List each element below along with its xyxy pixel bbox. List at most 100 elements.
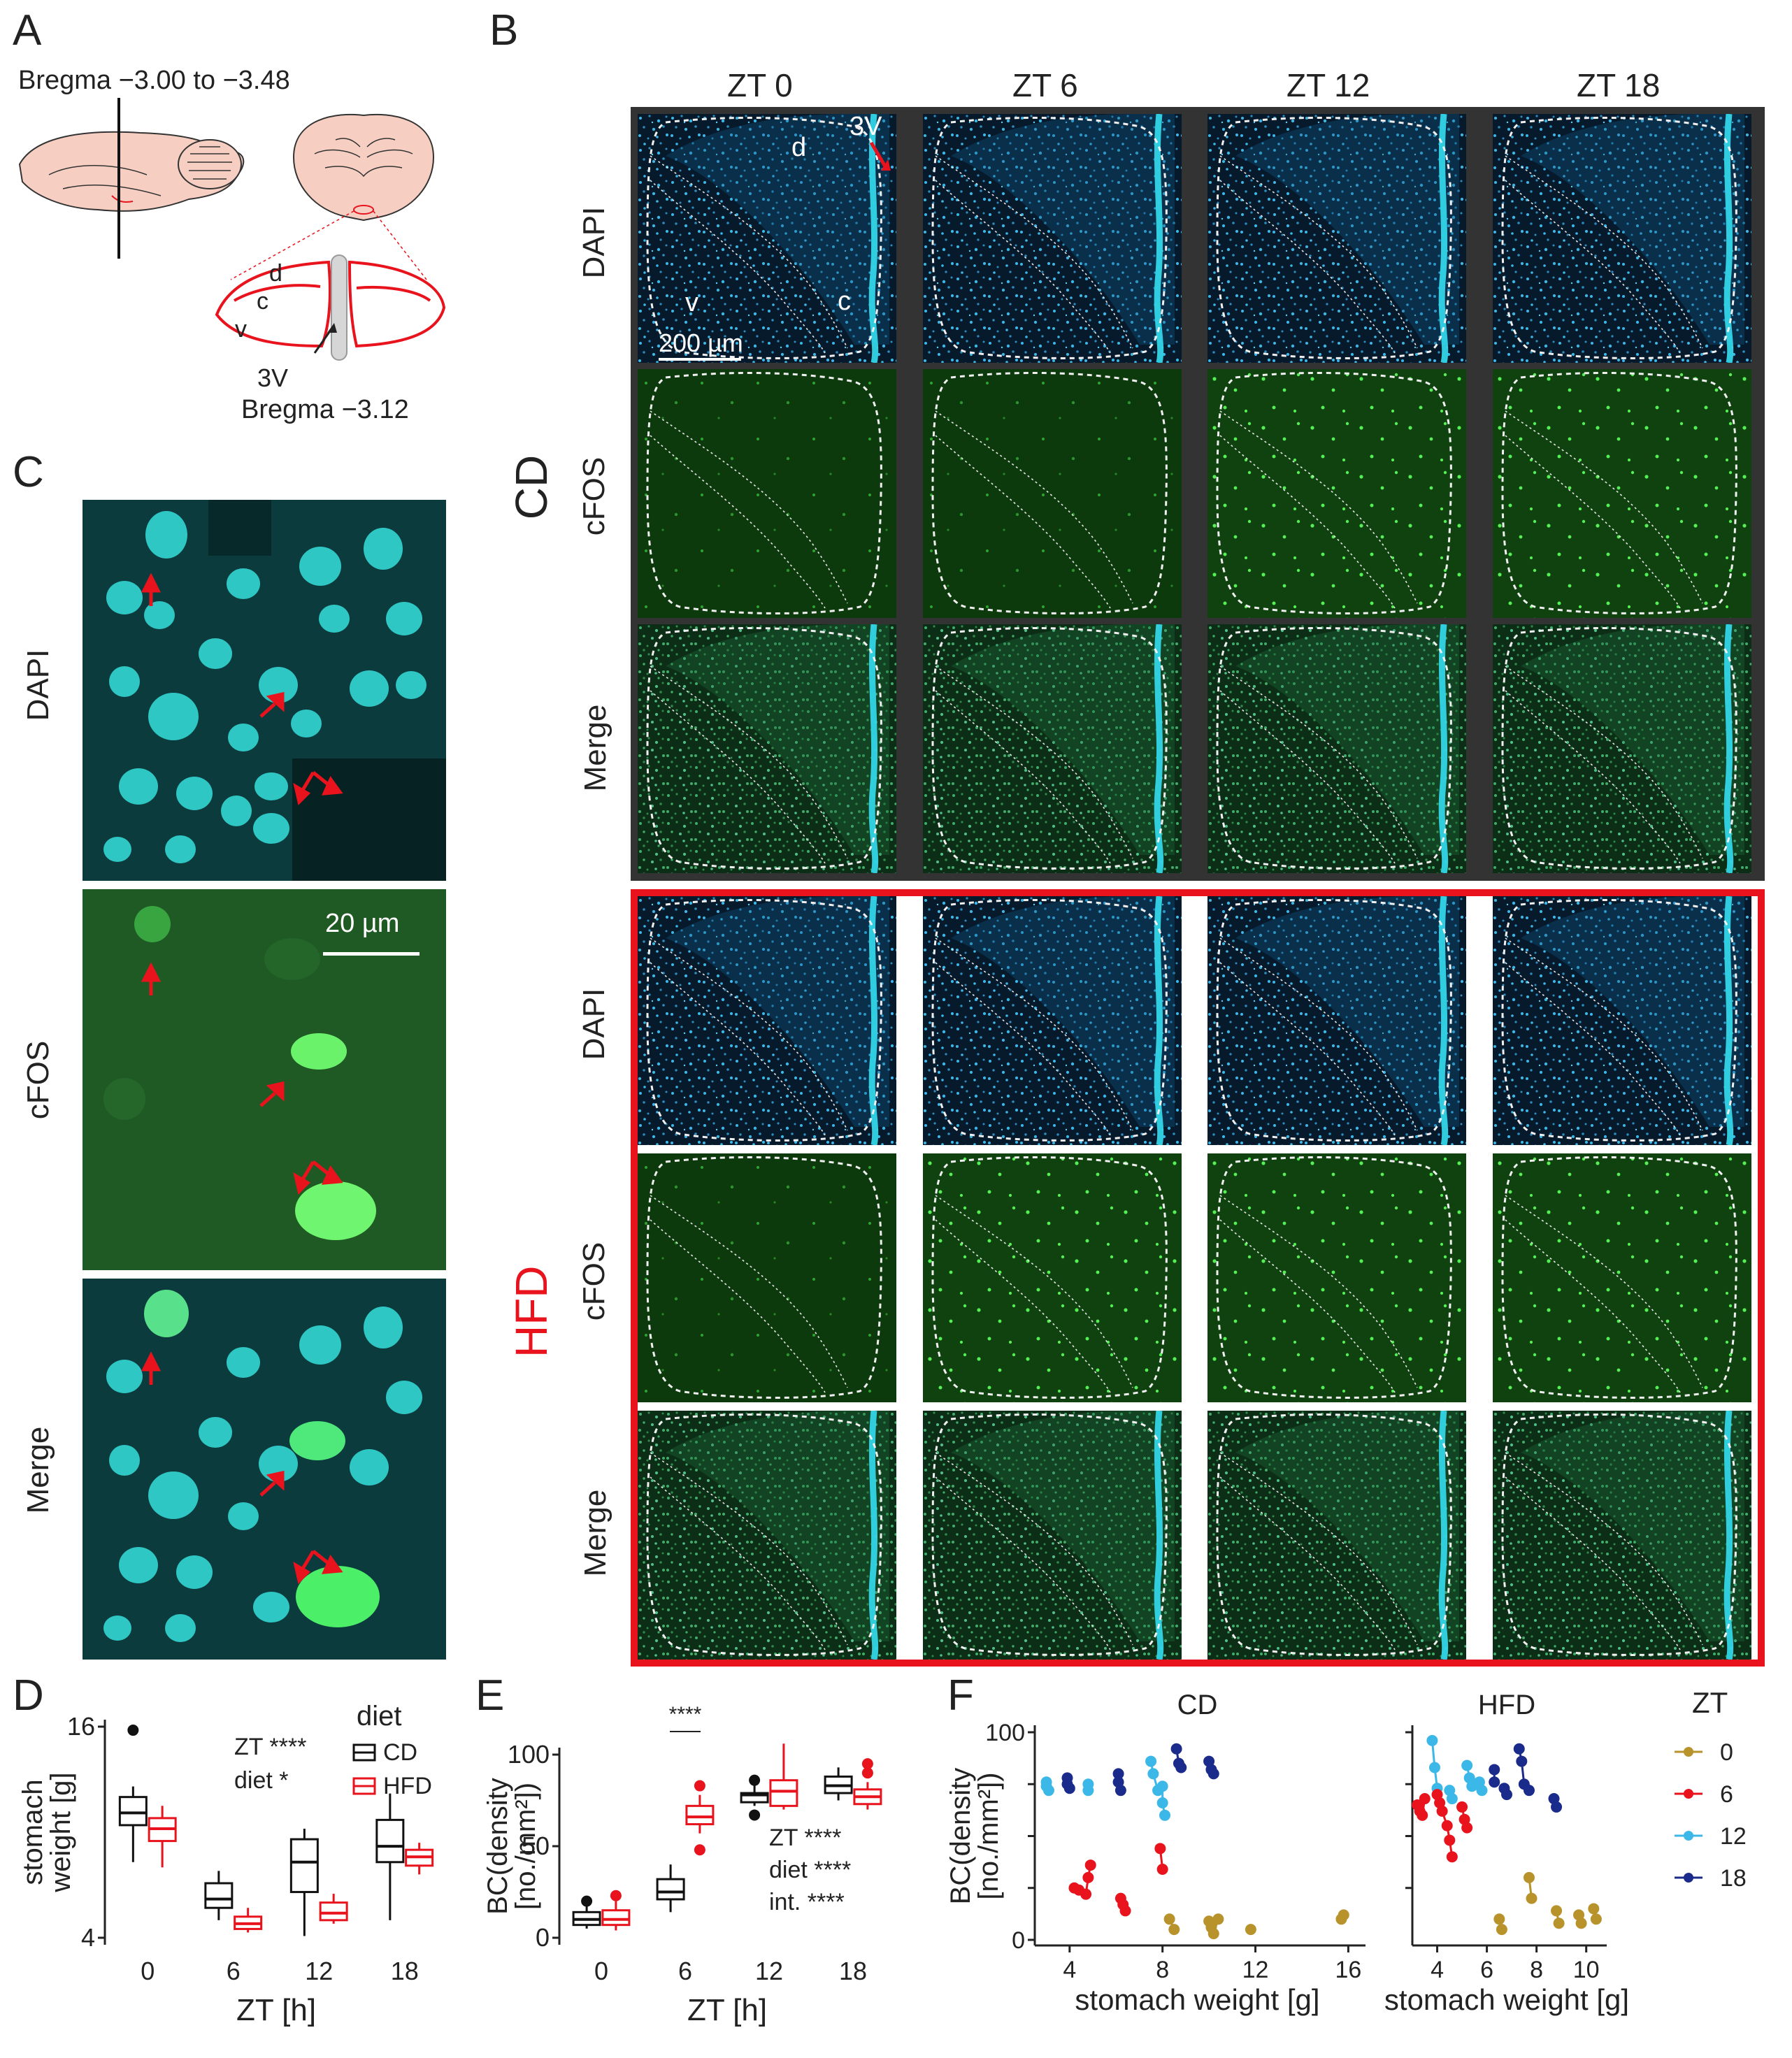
data-point [1147, 1768, 1159, 1780]
y-tick-label: 0 [1012, 1927, 1025, 1954]
column-header-zt6: ZT 6 [1012, 67, 1078, 103]
panel-c-row-merge: Merge [21, 1426, 55, 1514]
micrograph-cd-cfos-zt0 [638, 369, 896, 618]
micrograph-hfd-cfos-zt12 [1207, 1153, 1466, 1402]
outlier-point [694, 1780, 705, 1792]
data-point [1476, 1785, 1488, 1797]
y-axis-label: BC(density[no./mm²]) [482, 1778, 541, 1915]
label-c-schematic: c [257, 288, 268, 315]
box-iqr [319, 1901, 348, 1922]
brain-schematic [18, 98, 446, 361]
data-point [1084, 1859, 1096, 1871]
box-hfd-zt0 [148, 1806, 177, 1868]
legend-label-zt0: 0 [1720, 1739, 1733, 1766]
x-tick-label: 18 [391, 1957, 419, 1985]
y-tick-label: 100 [985, 1720, 1025, 1746]
x-tick-label: 8 [1530, 1957, 1543, 1983]
panel-letter-e: E [475, 1671, 505, 1720]
box-hfd-zt6 [685, 1780, 715, 1856]
micrograph-cd-dapi-zt6 [923, 114, 1182, 363]
box-cd-zt18 [375, 1793, 405, 1920]
data-point [1436, 1805, 1448, 1817]
data-point [1042, 1785, 1054, 1797]
legend-label-cd: CD [383, 1739, 417, 1766]
data-point [1063, 1783, 1075, 1794]
panel-letter-a: A [13, 6, 42, 55]
data-point [1446, 1851, 1458, 1863]
legend-key-dot-zt18 [1684, 1873, 1693, 1883]
x-tick-label: 0 [594, 1957, 608, 1985]
data-point [1082, 1785, 1094, 1797]
legend-key-dot-zt12 [1684, 1831, 1693, 1841]
x-tick-label: 16 [1335, 1957, 1361, 1983]
outlier-point [610, 1890, 622, 1901]
micrograph-cd-merge-zt0 [638, 624, 896, 873]
x-tick-label: 12 [755, 1957, 783, 1985]
third-ventricle-arrow [869, 141, 891, 171]
box-cd-zt12 [289, 1828, 319, 1936]
legend-key-dot-zt6 [1684, 1789, 1693, 1799]
micrograph-cd-cfos-zt6 [923, 369, 1182, 618]
outlier-point [861, 1758, 873, 1770]
annotation-d: d [791, 133, 807, 162]
box-cd-zt0 [572, 1895, 601, 1929]
x-tick-label: 6 [678, 1957, 692, 1985]
box-cd-zt0 [118, 1725, 148, 1862]
legend-title: ZT [1692, 1686, 1728, 1719]
box-iqr [375, 1818, 405, 1864]
stat-line: ZT **** [769, 1825, 841, 1851]
y-tick-label: 16 [67, 1712, 95, 1741]
x-tick-label: 6 [1480, 1957, 1493, 1983]
data-point [1516, 1755, 1528, 1767]
panel-letter-d: D [13, 1671, 44, 1720]
data-point [1489, 1764, 1500, 1776]
x-tick-label: 10 [1573, 1957, 1600, 1983]
micrograph-cd-cfos-zt18 [1493, 369, 1751, 618]
x-tick-label: 0 [141, 1957, 155, 1985]
legend-title: diet [357, 1701, 402, 1732]
data-point [1461, 1822, 1473, 1834]
data-point [1145, 1755, 1157, 1767]
scale-bar-200um [659, 358, 741, 361]
data-point [1496, 1924, 1507, 1936]
box-hfd-zt12 [319, 1894, 348, 1924]
data-point [1156, 1864, 1168, 1876]
significance-label: **** [669, 1703, 702, 1726]
facet-title: HFD [1478, 1690, 1535, 1720]
annotation-3v: 3V [850, 112, 882, 141]
data-point [1523, 1785, 1535, 1797]
data-point [1428, 1762, 1440, 1773]
x-tick-label: 6 [227, 1957, 241, 1985]
outlier-point [749, 1809, 761, 1821]
micrograph-hfd-dapi-zt6 [923, 896, 1182, 1145]
data-point [1082, 1871, 1094, 1883]
box-hfd-zt18 [405, 1843, 434, 1875]
micrograph-cd-merge-zt12 [1207, 624, 1466, 873]
facet-cd: CD 0 100 4 8 12 16 stomach weight [g] [985, 1690, 1365, 2016]
y-tick-label: 0 [536, 1923, 550, 1952]
row-label-cd-cfos: cFOS [577, 456, 611, 536]
scale-bar-200um-label: 200 µm [659, 329, 743, 357]
group-label-hfd: HFD [506, 1265, 557, 1358]
x-tick-label: 4 [1431, 1957, 1444, 1983]
y-tick-label: 4 [81, 1923, 95, 1952]
series-zt6 [1412, 1789, 1473, 1863]
data-point [1207, 1768, 1219, 1780]
data-point [1446, 1793, 1458, 1805]
data-point [1489, 1776, 1500, 1788]
panel-c-row-cfos: cFOS [21, 1040, 55, 1120]
outlier-point [694, 1844, 705, 1856]
micrograph-cd-dapi-zt18 [1493, 114, 1751, 363]
x-axis-label: stomach weight [g] [1384, 1983, 1629, 2016]
micrograph-hfd-cfos-zt6 [923, 1153, 1182, 1402]
x-axis-label: ZT [h] [236, 1993, 316, 2027]
micrograph-cd-cfos-zt12 [1207, 369, 1466, 618]
micrograph-hfd-dapi-zt0 [638, 896, 896, 1145]
data-point [1575, 1917, 1587, 1929]
row-label-cd-dapi: DAPI [577, 206, 611, 279]
micrograph-cd-dapi-zt12 [1207, 114, 1466, 363]
micrograph-hfd-dapi-zt18 [1493, 896, 1751, 1145]
panel-c-row-dapi: DAPI [21, 649, 55, 721]
